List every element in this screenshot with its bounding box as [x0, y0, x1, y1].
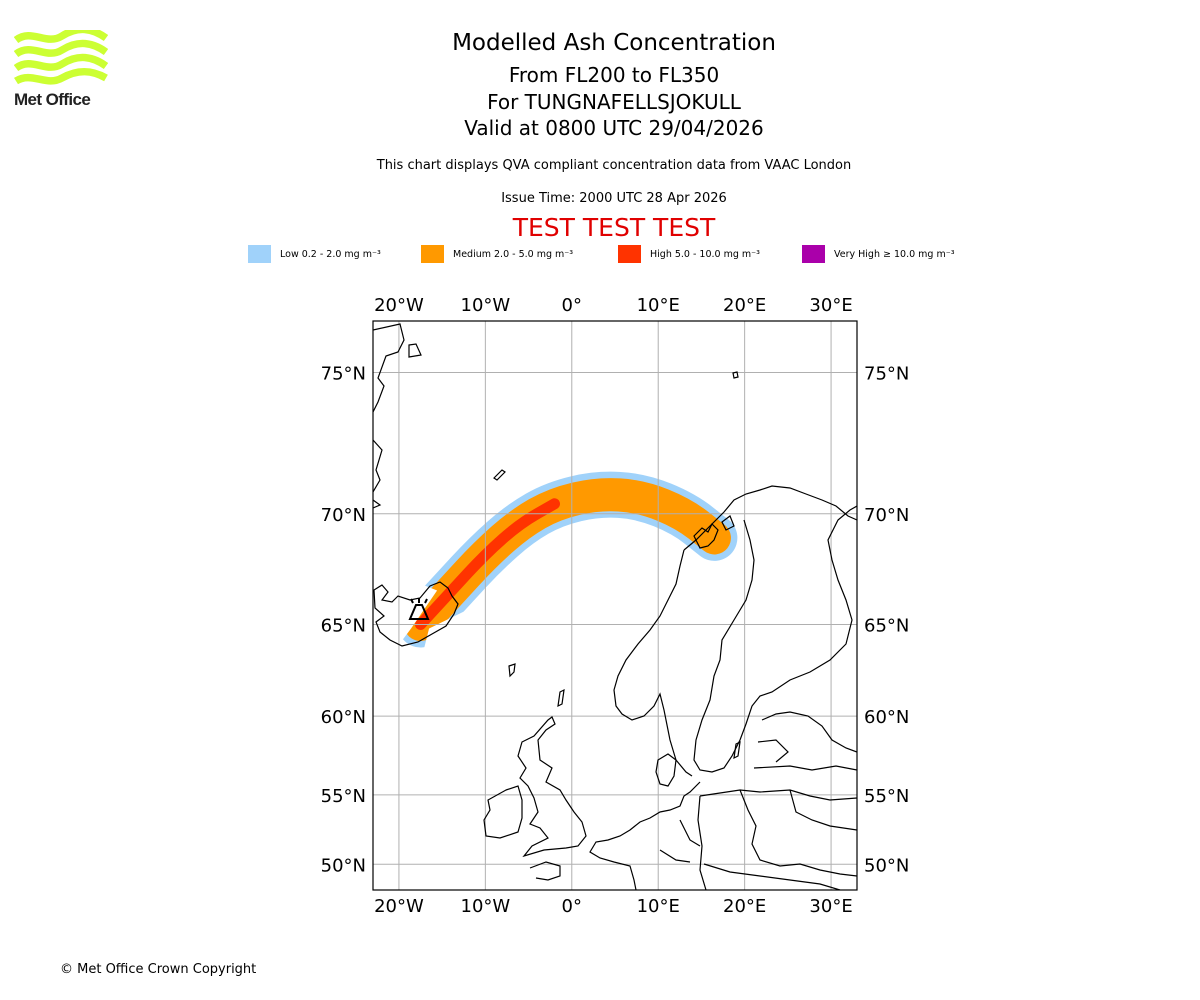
lon-tick-label-top: 20°E [723, 295, 766, 316]
met-office-logo: Met Office [12, 28, 112, 114]
coastline-faroes [508, 663, 516, 678]
legend-label-very-high: Very High ≥ 10.0 mg m⁻³ [834, 248, 955, 260]
logo-waves-icon [14, 30, 108, 85]
test-banner: TEST TEST TEST [512, 213, 716, 242]
graticule [373, 321, 857, 890]
lon-tick-label-top: 10°E [637, 295, 680, 316]
copyright-footer: © Met Office Crown Copyright [60, 962, 257, 977]
flight-level-range: From FL200 to FL350 [508, 63, 720, 87]
lon-tick-label-bottom: 10°E [637, 896, 680, 917]
lon-tick-label-bottom: 20°W [374, 896, 424, 917]
legend: Low 0.2 - 2.0 mg m⁻³ Medium 2.0 - 5.0 mg… [0, 244, 1200, 264]
lon-tick-label-top: 30°E [809, 295, 852, 316]
legend-item-medium: Medium 2.0 - 5.0 mg m⁻³ [421, 244, 573, 264]
legend-swatch-low [248, 245, 271, 263]
legend-swatch-high [618, 245, 641, 263]
lat-tick-label-left: 50°N [321, 855, 366, 876]
legend-label-medium: Medium 2.0 - 5.0 mg m⁻³ [453, 248, 574, 260]
legend-swatch-very-high [802, 245, 825, 263]
chart-title: Modelled Ash Concentration [452, 30, 776, 56]
lat-tick-label-left: 60°N [321, 707, 366, 728]
coastlines [373, 323, 857, 890]
lon-tick-label-top: 20°W [374, 295, 424, 316]
valid-time: Valid at 0800 UTC 29/04/2026 [464, 116, 764, 140]
coastline-lofoten [693, 515, 735, 549]
lat-tick-label-right: 55°N [864, 786, 909, 807]
coastline-iceland [373, 581, 459, 647]
lat-tick-label-left: 75°N [321, 363, 366, 384]
border-lines [659, 789, 857, 890]
chart-subtitle: This chart displays QVA compliant concen… [376, 158, 852, 173]
coastline-svalbard [732, 371, 739, 379]
coastline-shetland [557, 688, 565, 708]
legend-item-very-high: Very High ≥ 10.0 mg m⁻³ [802, 244, 955, 264]
logo-text: Met Office [14, 90, 91, 109]
volcano-icon [408, 598, 430, 620]
lat-tick-label-right: 60°N [864, 707, 909, 728]
coastline-denmark [655, 753, 677, 787]
legend-item-high: High 5.0 - 10.0 mg m⁻³ [618, 244, 760, 264]
lat-tick-label-right: 70°N [864, 505, 909, 526]
coastline-jan-mayen [408, 343, 422, 358]
lat-tick-label-right: 75°N [864, 363, 909, 384]
lat-tick-label-left: 70°N [321, 505, 366, 526]
coastline-small-island [493, 469, 506, 481]
legend-label-low: Low 0.2 - 2.0 mg m⁻³ [280, 248, 381, 260]
coastline-baltic [753, 711, 857, 771]
issue-time: Issue Time: 2000 UTC 28 Apr 2026 [501, 191, 727, 206]
lon-tick-label-top: 10°W [461, 295, 511, 316]
coastline-north-sea-continent [589, 781, 701, 890]
volcano-name: For TUNGNAFELLSJOKULL [487, 90, 741, 114]
lat-tick-label-right: 50°N [864, 855, 909, 876]
lon-tick-label-bottom: 30°E [809, 896, 852, 917]
lon-tick-label-top: 0° [562, 295, 582, 316]
lon-tick-label-bottom: 10°W [461, 896, 511, 917]
lon-tick-label-bottom: 20°E [723, 896, 766, 917]
legend-swatch-medium [421, 245, 444, 263]
lat-tick-label-left: 55°N [321, 786, 366, 807]
lon-tick-label-bottom: 0° [562, 896, 582, 917]
lat-tick-label-right: 65°N [864, 616, 909, 637]
coastline-great-britain [517, 716, 587, 858]
legend-label-high: High 5.0 - 10.0 mg m⁻³ [650, 248, 760, 260]
legend-item-low: Low 0.2 - 2.0 mg m⁻³ [248, 244, 381, 264]
coastline-gotland [733, 740, 741, 760]
map-frame [372, 320, 858, 891]
coastline-greenland [373, 323, 405, 509]
coastline-ireland [483, 785, 523, 839]
axis-tick-labels: 20°W 20°W 10°W 10°W 0° 0° 10°E 10°E 20°E 20°E 30°E… [321, 295, 910, 917]
coastline-brittany [529, 861, 561, 881]
lat-tick-label-left: 65°N [321, 616, 366, 637]
